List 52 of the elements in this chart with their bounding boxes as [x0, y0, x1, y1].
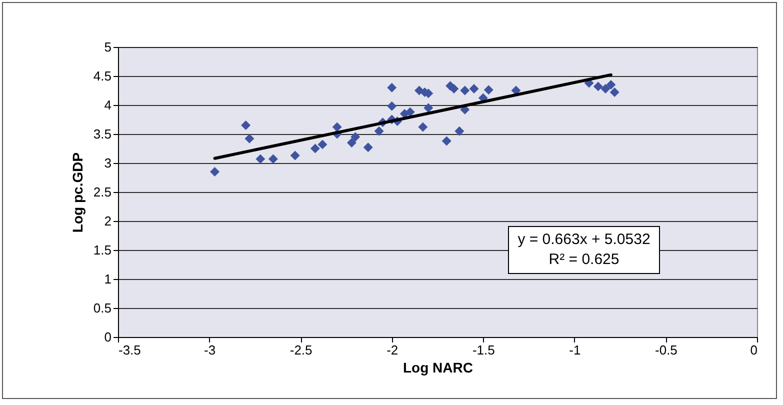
point	[387, 101, 397, 111]
y-tick-label: 1	[104, 272, 112, 286]
x-tick-label: 0	[750, 342, 758, 358]
point	[210, 166, 220, 176]
y-tick-label: 4	[104, 98, 112, 112]
point	[600, 84, 610, 94]
y-tick-label: 0	[104, 330, 112, 344]
point	[290, 150, 300, 160]
point	[363, 142, 373, 152]
x-tick-label: -3.5	[118, 342, 141, 358]
point	[318, 140, 328, 150]
point	[460, 86, 470, 96]
point	[484, 85, 494, 95]
x-tick-label: -2.5	[290, 342, 312, 358]
annotation: y = 0.663x + 5.0532	[516, 230, 652, 250]
point	[454, 126, 464, 136]
point	[593, 82, 603, 92]
point	[511, 86, 521, 96]
x-tick-label: -3	[204, 342, 216, 358]
x-tick-label: -1.5	[472, 342, 495, 358]
x-axis-title: Log NARC	[403, 360, 473, 376]
point	[424, 103, 434, 113]
y-tick-label: 1.5	[93, 242, 112, 258]
point	[244, 134, 254, 144]
point	[606, 80, 616, 90]
point	[442, 136, 452, 146]
point	[469, 84, 479, 94]
y-tick-label: 2	[104, 214, 112, 228]
point	[241, 120, 251, 130]
point	[310, 144, 320, 154]
point	[387, 82, 397, 92]
point	[268, 154, 278, 164]
x-tick-label: -1	[569, 342, 581, 358]
point	[449, 84, 459, 94]
y-tick-label: 4.5	[93, 68, 112, 84]
point	[374, 126, 384, 136]
point	[350, 132, 360, 142]
y-tick-label: 3	[104, 156, 112, 170]
point	[256, 154, 266, 164]
annotation: R² = 0.625	[548, 250, 620, 270]
point	[346, 138, 356, 148]
x-tick-label: -0.5	[655, 342, 678, 358]
point	[332, 122, 342, 132]
point	[610, 87, 620, 97]
y-tick-label: 5	[104, 40, 112, 54]
x-tick-label: -2	[386, 342, 398, 358]
y-tick-label: 0.5	[93, 300, 112, 316]
point	[418, 122, 428, 132]
y-axis-title: Log pc.GDP	[69, 152, 86, 233]
point	[405, 107, 415, 117]
y-tick-label: 3.5	[93, 126, 112, 142]
y-tick-label: 2.5	[93, 184, 112, 200]
